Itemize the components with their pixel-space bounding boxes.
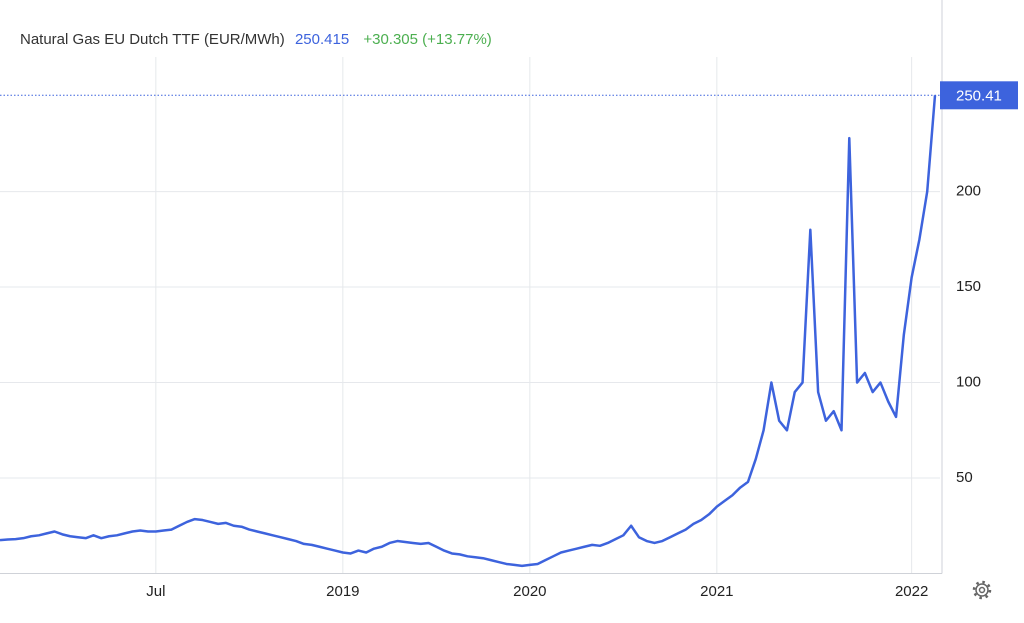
chart-header: Natural Gas EU Dutch TTF (EUR/MWh) 250.4… <box>20 31 492 48</box>
y-tick-label: 200 <box>956 183 981 200</box>
last-price-badge <box>940 81 1018 110</box>
x-tick-label: 2022 <box>895 583 928 600</box>
gear-ring <box>975 583 989 597</box>
price-change: +30.305 (+13.77%) <box>363 31 491 48</box>
last-price: 250.415 <box>295 31 349 48</box>
chart-title: Natural Gas EU Dutch TTF (EUR/MWh) <box>20 31 285 48</box>
grid <box>0 57 940 574</box>
price-line <box>0 95 937 568</box>
gear-teeth <box>972 580 992 600</box>
x-tick-label: 2019 <box>326 583 359 600</box>
y-tick-label: 150 <box>956 278 981 295</box>
gear-hub <box>978 586 986 594</box>
x-tick-label: 2021 <box>700 583 733 600</box>
y-tick-label: 50 <box>956 469 973 486</box>
settings-icon[interactable] <box>972 580 992 600</box>
y-tick-label: 100 <box>956 374 981 391</box>
x-tick-label: 2020 <box>513 583 546 600</box>
x-tick-label: Jul <box>146 583 165 600</box>
last-price-label: 250.41 <box>956 87 1002 104</box>
